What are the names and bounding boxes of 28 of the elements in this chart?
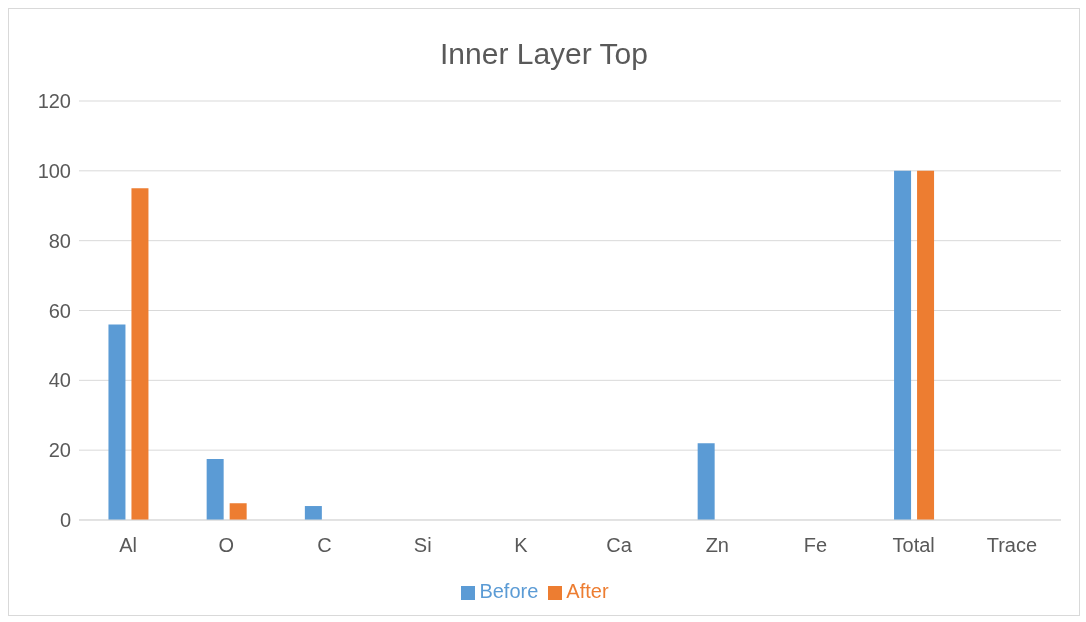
legend-label: Before	[479, 580, 539, 602]
y-tick-label: 120	[37, 90, 71, 113]
y-tick-label: 40	[48, 369, 71, 392]
x-tick-label: Al	[119, 534, 137, 557]
bar	[697, 443, 715, 520]
bar	[206, 458, 224, 520]
x-tick-label: Zn	[705, 534, 729, 557]
bar	[108, 324, 126, 520]
bar	[917, 170, 935, 520]
x-tick-label: Trace	[986, 534, 1038, 557]
chart-title: Inner Layer Top	[439, 36, 649, 72]
bar	[131, 188, 149, 520]
bar	[304, 506, 322, 520]
x-tick-label: Si	[413, 534, 432, 557]
x-tick-label: C	[317, 534, 332, 557]
y-tick-label: 0	[59, 509, 71, 532]
x-tick-label: Ca	[606, 534, 633, 557]
bar	[229, 503, 247, 520]
x-tick-label: K	[514, 534, 529, 557]
bar	[894, 170, 912, 520]
legend-label: After	[566, 580, 609, 602]
y-tick-label: 80	[48, 229, 71, 252]
x-tick-label: O	[218, 534, 235, 557]
y-tick-label: 60	[48, 299, 71, 322]
y-tick-label: 20	[48, 439, 71, 462]
y-tick-label: 100	[37, 159, 71, 182]
x-tick-label: Fe	[803, 534, 828, 557]
x-tick-label: Total	[892, 534, 935, 557]
